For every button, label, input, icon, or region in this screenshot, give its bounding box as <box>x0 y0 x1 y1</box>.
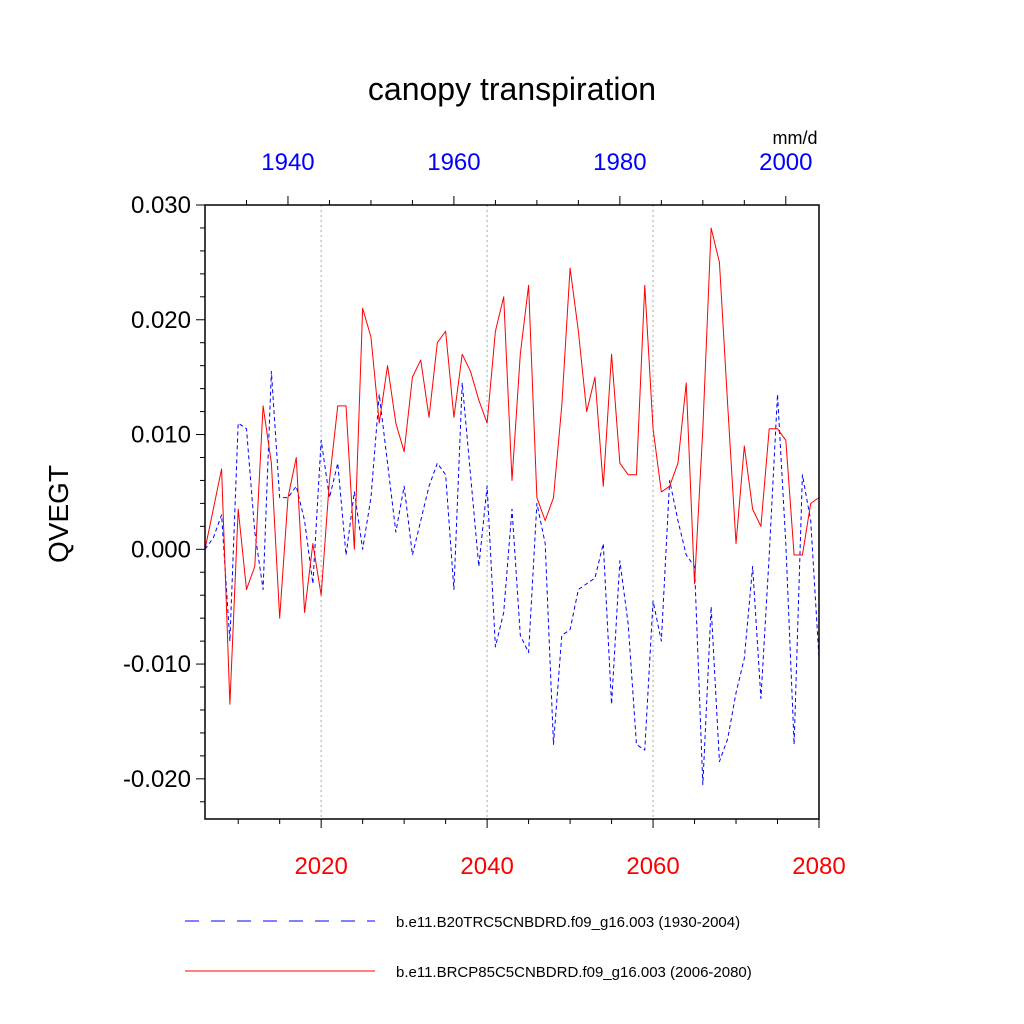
x-bottom-tick-label: 2020 <box>294 853 347 880</box>
chart-title: canopy transpiration <box>368 71 656 107</box>
plot-frame <box>204 204 820 820</box>
x-top-tick-label: 1960 <box>427 149 480 176</box>
x-top-tick-label: 1940 <box>261 149 314 176</box>
legend-label-red: b.e11.BRCP85C5CNBDRD.f09_g16.003 (2006-2… <box>396 964 752 981</box>
grid-lines <box>320 205 654 819</box>
y-tick-label: 0.010 <box>131 422 191 449</box>
x-top-tick-label: 2000 <box>759 149 812 176</box>
legend: b.e11.B20TRC5CNBDRD.f09_g16.003 (1930-20… <box>185 914 752 981</box>
y-tick-label: -0.010 <box>123 651 191 678</box>
y-tick-label: -0.020 <box>123 766 191 793</box>
x-bottom-tick-label: 2040 <box>460 853 513 880</box>
series-line-red <box>204 227 820 705</box>
units-label: mm/d <box>773 128 818 148</box>
y-tick-labels: -0.020 -0.010 0.000 0.010 0.020 0.030 <box>123 192 191 793</box>
y-tick-label: 0.030 <box>131 192 191 219</box>
series-layer <box>204 227 820 786</box>
x-tick-labels-top: 1940 1960 1980 2000 <box>261 149 812 176</box>
x-bottom-tick-label: 2060 <box>626 853 679 880</box>
tick-marks <box>196 196 820 828</box>
x-top-tick-label: 1980 <box>593 149 646 176</box>
y-axis-label: QVEGT <box>43 465 74 563</box>
y-tick-label: 0.000 <box>131 536 191 563</box>
x-tick-labels-bottom: 2020 2040 2060 2080 <box>294 853 845 880</box>
legend-label-blue: b.e11.B20TRC5CNBDRD.f09_g16.003 (1930-20… <box>396 914 740 931</box>
x-bottom-tick-label: 2080 <box>792 853 845 880</box>
series-line-blue <box>204 370 820 786</box>
y-tick-label: 0.020 <box>131 307 191 334</box>
